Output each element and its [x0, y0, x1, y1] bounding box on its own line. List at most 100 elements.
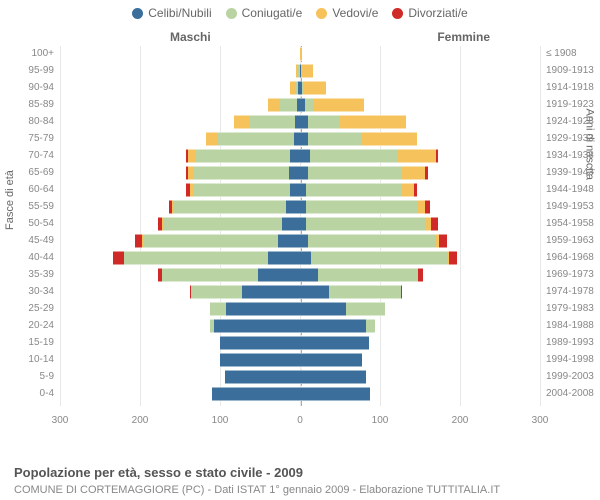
legend-item: Celibi/Nubili [132, 6, 211, 20]
bar-segment [300, 132, 308, 146]
bar-segment [329, 285, 401, 299]
bar-segment [218, 132, 293, 146]
legend-label: Divorziati/e [408, 6, 467, 20]
bar-female [300, 251, 457, 265]
age-row: 30-341974-1978 [60, 284, 540, 300]
bar-female [300, 268, 423, 282]
bar-female [300, 64, 313, 78]
chart-area: 3002001000100200300100+≤ 190895-991909-1… [60, 46, 540, 426]
bar-segment [193, 166, 289, 180]
bar-male [186, 149, 300, 163]
bar-segment [346, 302, 384, 316]
bar-segment [196, 149, 290, 163]
bar-segment [300, 166, 308, 180]
age-label: 85-89 [28, 99, 54, 110]
birth-year-label: 1934-1938 [546, 150, 594, 161]
chart-subtitle: COMUNE DI CORTEMAGGIORE (PC) - Dati ISTA… [14, 484, 500, 496]
bar-female [300, 98, 364, 112]
bar-male [220, 336, 300, 350]
legend-swatch [316, 8, 327, 19]
bar-segment [306, 183, 402, 197]
bar-female [300, 319, 375, 333]
bar-segment [220, 336, 300, 350]
bar-segment [300, 387, 370, 401]
bar-segment [300, 234, 308, 248]
bar-segment [300, 115, 308, 129]
age-row: 75-791929-1933 [60, 131, 540, 147]
age-row: 0-42004-2008 [60, 386, 540, 402]
x-tick-label: 300 [532, 415, 549, 426]
age-label: 45-49 [28, 235, 54, 246]
bar-female [300, 132, 417, 146]
bar-segment [308, 166, 402, 180]
bar-female [300, 81, 326, 95]
birth-year-label: 1999-2003 [546, 371, 594, 382]
age-row: 15-191989-1993 [60, 335, 540, 351]
age-label: 10-14 [28, 354, 54, 365]
birth-year-label: 1989-1993 [546, 337, 594, 348]
bar-segment [305, 98, 315, 112]
bar-segment [304, 81, 326, 95]
bar-female [300, 183, 417, 197]
age-row: 45-491959-1963 [60, 233, 540, 249]
bar-segment [225, 370, 300, 384]
bar-female [300, 149, 438, 163]
bar-male [210, 302, 300, 316]
bar-segment [401, 285, 403, 299]
legend-label: Coniugati/e [242, 6, 303, 20]
age-row: 50-541954-1958 [60, 216, 540, 232]
age-row: 20-241984-1988 [60, 318, 540, 334]
age-label: 15-19 [28, 337, 54, 348]
bar-segment [300, 285, 329, 299]
bar-segment [300, 319, 366, 333]
bar-segment [300, 268, 318, 282]
chart-title: Popolazione per età, sesso e stato civil… [14, 465, 303, 480]
bar-segment [300, 149, 310, 163]
age-label: 95-99 [28, 65, 54, 76]
age-row: 40-441964-1968 [60, 250, 540, 266]
legend: Celibi/Nubili Coniugati/e Vedovi/e Divorzia… [0, 0, 600, 20]
bar-segment [193, 183, 291, 197]
bar-segment [431, 217, 437, 231]
bar-segment [302, 64, 313, 78]
age-row: 90-941914-1918 [60, 80, 540, 96]
age-label: 0-4 [40, 388, 54, 399]
bar-segment [425, 200, 430, 214]
bar-segment [210, 302, 226, 316]
bar-segment [300, 370, 366, 384]
bar-male [158, 268, 300, 282]
bar-segment [362, 132, 416, 146]
bar-female [300, 234, 447, 248]
age-label: 30-34 [28, 286, 54, 297]
bar-segment [234, 115, 248, 129]
bar-segment [249, 115, 295, 129]
bar-segment [279, 98, 297, 112]
x-tick-label: 200 [452, 415, 469, 426]
legend-item: Vedovi/e [316, 6, 378, 20]
chart-container: Celibi/Nubili Coniugati/e Vedovi/e Divorzia… [0, 0, 600, 500]
age-row: 70-741934-1938 [60, 148, 540, 164]
bar-segment [113, 251, 124, 265]
age-row: 85-891919-1923 [60, 97, 540, 113]
birth-year-label: 1929-1933 [546, 133, 594, 144]
bar-segment [174, 200, 286, 214]
age-label: 65-69 [28, 167, 54, 178]
bar-male [220, 353, 300, 367]
legend-swatch [132, 8, 143, 19]
age-label: 40-44 [28, 252, 54, 263]
age-label: 70-74 [28, 150, 54, 161]
birth-year-label: 1954-1958 [546, 218, 594, 229]
bar-segment [300, 251, 311, 265]
age-label: 20-24 [28, 320, 54, 331]
age-row: 100+≤ 1908 [60, 46, 540, 62]
bar-segment [282, 217, 300, 231]
birth-year-label: 1959-1963 [546, 235, 594, 246]
x-tick-label: 100 [212, 415, 229, 426]
bar-segment [308, 234, 436, 248]
age-row: 65-691939-1943 [60, 165, 540, 181]
birth-year-label: 1919-1923 [546, 99, 594, 110]
bar-segment [311, 251, 447, 265]
bar-segment [439, 234, 447, 248]
bar-segment [300, 47, 302, 61]
bar-segment [164, 217, 282, 231]
